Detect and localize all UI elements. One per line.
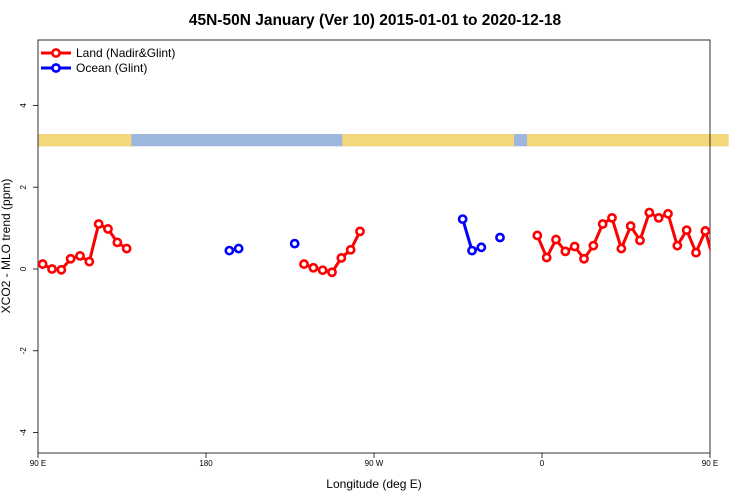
x-tick-label-3: 0 bbox=[540, 459, 545, 468]
series-0-point-2-3 bbox=[560, 246, 571, 257]
series-1-point-0-0 bbox=[224, 245, 235, 256]
series-0-point-2-22 bbox=[739, 255, 746, 262]
land-ocean-strip bbox=[38, 134, 729, 147]
y-tick-label-1: -2 bbox=[19, 347, 28, 355]
x-tick-label-2: 90 W bbox=[365, 459, 384, 468]
series-0-point-1-0 bbox=[299, 259, 309, 269]
series-1-point-0-1 bbox=[233, 243, 244, 254]
series-0-point-2-19 bbox=[709, 262, 710, 266]
series-0-point-0-3 bbox=[65, 253, 76, 264]
series-0-point-2-14 bbox=[663, 208, 673, 219]
series-0-point-2-13 bbox=[653, 212, 664, 223]
series-0-point-2-17 bbox=[691, 247, 701, 258]
x-axis-label: Longitude (deg E) bbox=[326, 477, 421, 491]
series-1-point-1-0 bbox=[289, 238, 300, 249]
land-band-0 bbox=[38, 134, 132, 147]
legend-label-0: Land (Nadir&Glint) bbox=[76, 46, 175, 60]
series-1 bbox=[224, 214, 505, 256]
series-0-point-0-9 bbox=[121, 243, 132, 254]
series-0-point-1-3 bbox=[327, 267, 337, 278]
x-tick-label-4: 90 E bbox=[702, 459, 718, 468]
legend: Land (Nadir&Glint)Ocean (Glint) bbox=[41, 46, 175, 75]
series-0-point-2-20 bbox=[720, 265, 727, 272]
land-band-1 bbox=[342, 134, 514, 147]
series-0-point-2-2 bbox=[551, 234, 561, 245]
series-0-point-0-8 bbox=[112, 237, 123, 248]
series-0-point-2-7 bbox=[597, 219, 608, 229]
series-1-point-2-2 bbox=[476, 242, 487, 253]
chart-title: 45N-50N January (Ver 10) 2015-01-01 to 2… bbox=[189, 12, 562, 29]
y-tick-label-2: 0 bbox=[19, 266, 28, 271]
series-0-point-1-2 bbox=[317, 265, 328, 276]
series-0-point-0-5 bbox=[84, 256, 95, 267]
series-0-point-2-6 bbox=[588, 240, 599, 251]
x-tick-label-0: 90 E bbox=[30, 459, 46, 468]
series-0-point-2-21 bbox=[730, 266, 737, 273]
series-0-point-1-6 bbox=[355, 226, 365, 237]
series-0-point-2-8 bbox=[607, 212, 617, 223]
legend-marker-0 bbox=[51, 48, 61, 58]
series-0-point-1-1 bbox=[308, 262, 319, 273]
series-0-point-2-16 bbox=[681, 225, 692, 236]
y-tick-label-0: -4 bbox=[19, 428, 28, 436]
series-0-point-1-5 bbox=[345, 244, 356, 255]
series-0-point-2-5 bbox=[579, 253, 589, 264]
plot-border bbox=[37, 39, 711, 454]
y-tick-label-3: 2 bbox=[19, 184, 28, 189]
series-0-point-0-7 bbox=[103, 224, 113, 234]
series-0-point-2-18 bbox=[700, 226, 710, 236]
series-layer bbox=[38, 207, 746, 278]
series-1-point-2-0 bbox=[457, 214, 468, 225]
axis-ticks: 90 E 180 90 W 0 90 E -4 -2 0 2 4 bbox=[19, 103, 718, 468]
y-axis-label: XCO2 - MLO trend (ppm) bbox=[0, 179, 13, 314]
legend-marker-1 bbox=[51, 63, 61, 73]
series-0-point-2-15 bbox=[672, 240, 683, 251]
series-0-point-0-2 bbox=[56, 264, 67, 275]
y-tick-label-4: 4 bbox=[19, 103, 28, 108]
series-1-point-2-1 bbox=[467, 245, 477, 256]
series-0-point-2-1 bbox=[541, 252, 552, 263]
series-0-point-2-11 bbox=[635, 235, 645, 246]
series-0 bbox=[38, 207, 746, 278]
legend-label-1: Ocean (Glint) bbox=[76, 61, 147, 75]
land-band-2 bbox=[527, 134, 729, 147]
series-0-point-0-6 bbox=[93, 219, 104, 229]
series-0-point-2-4 bbox=[569, 241, 580, 252]
series-1-point-3-0 bbox=[495, 232, 505, 243]
series-0-point-1-4 bbox=[336, 253, 347, 263]
series-0-point-0-1 bbox=[47, 264, 57, 274]
series-0-point-2-0 bbox=[532, 230, 543, 241]
series-0-point-2-10 bbox=[625, 221, 636, 231]
series-0-point-2-9 bbox=[616, 243, 627, 254]
series-0-point-0-4 bbox=[75, 251, 85, 261]
series-0-point-2-12 bbox=[644, 207, 655, 218]
series-0-point-0-0 bbox=[38, 259, 48, 269]
x-tick-label-1: 180 bbox=[199, 459, 213, 468]
